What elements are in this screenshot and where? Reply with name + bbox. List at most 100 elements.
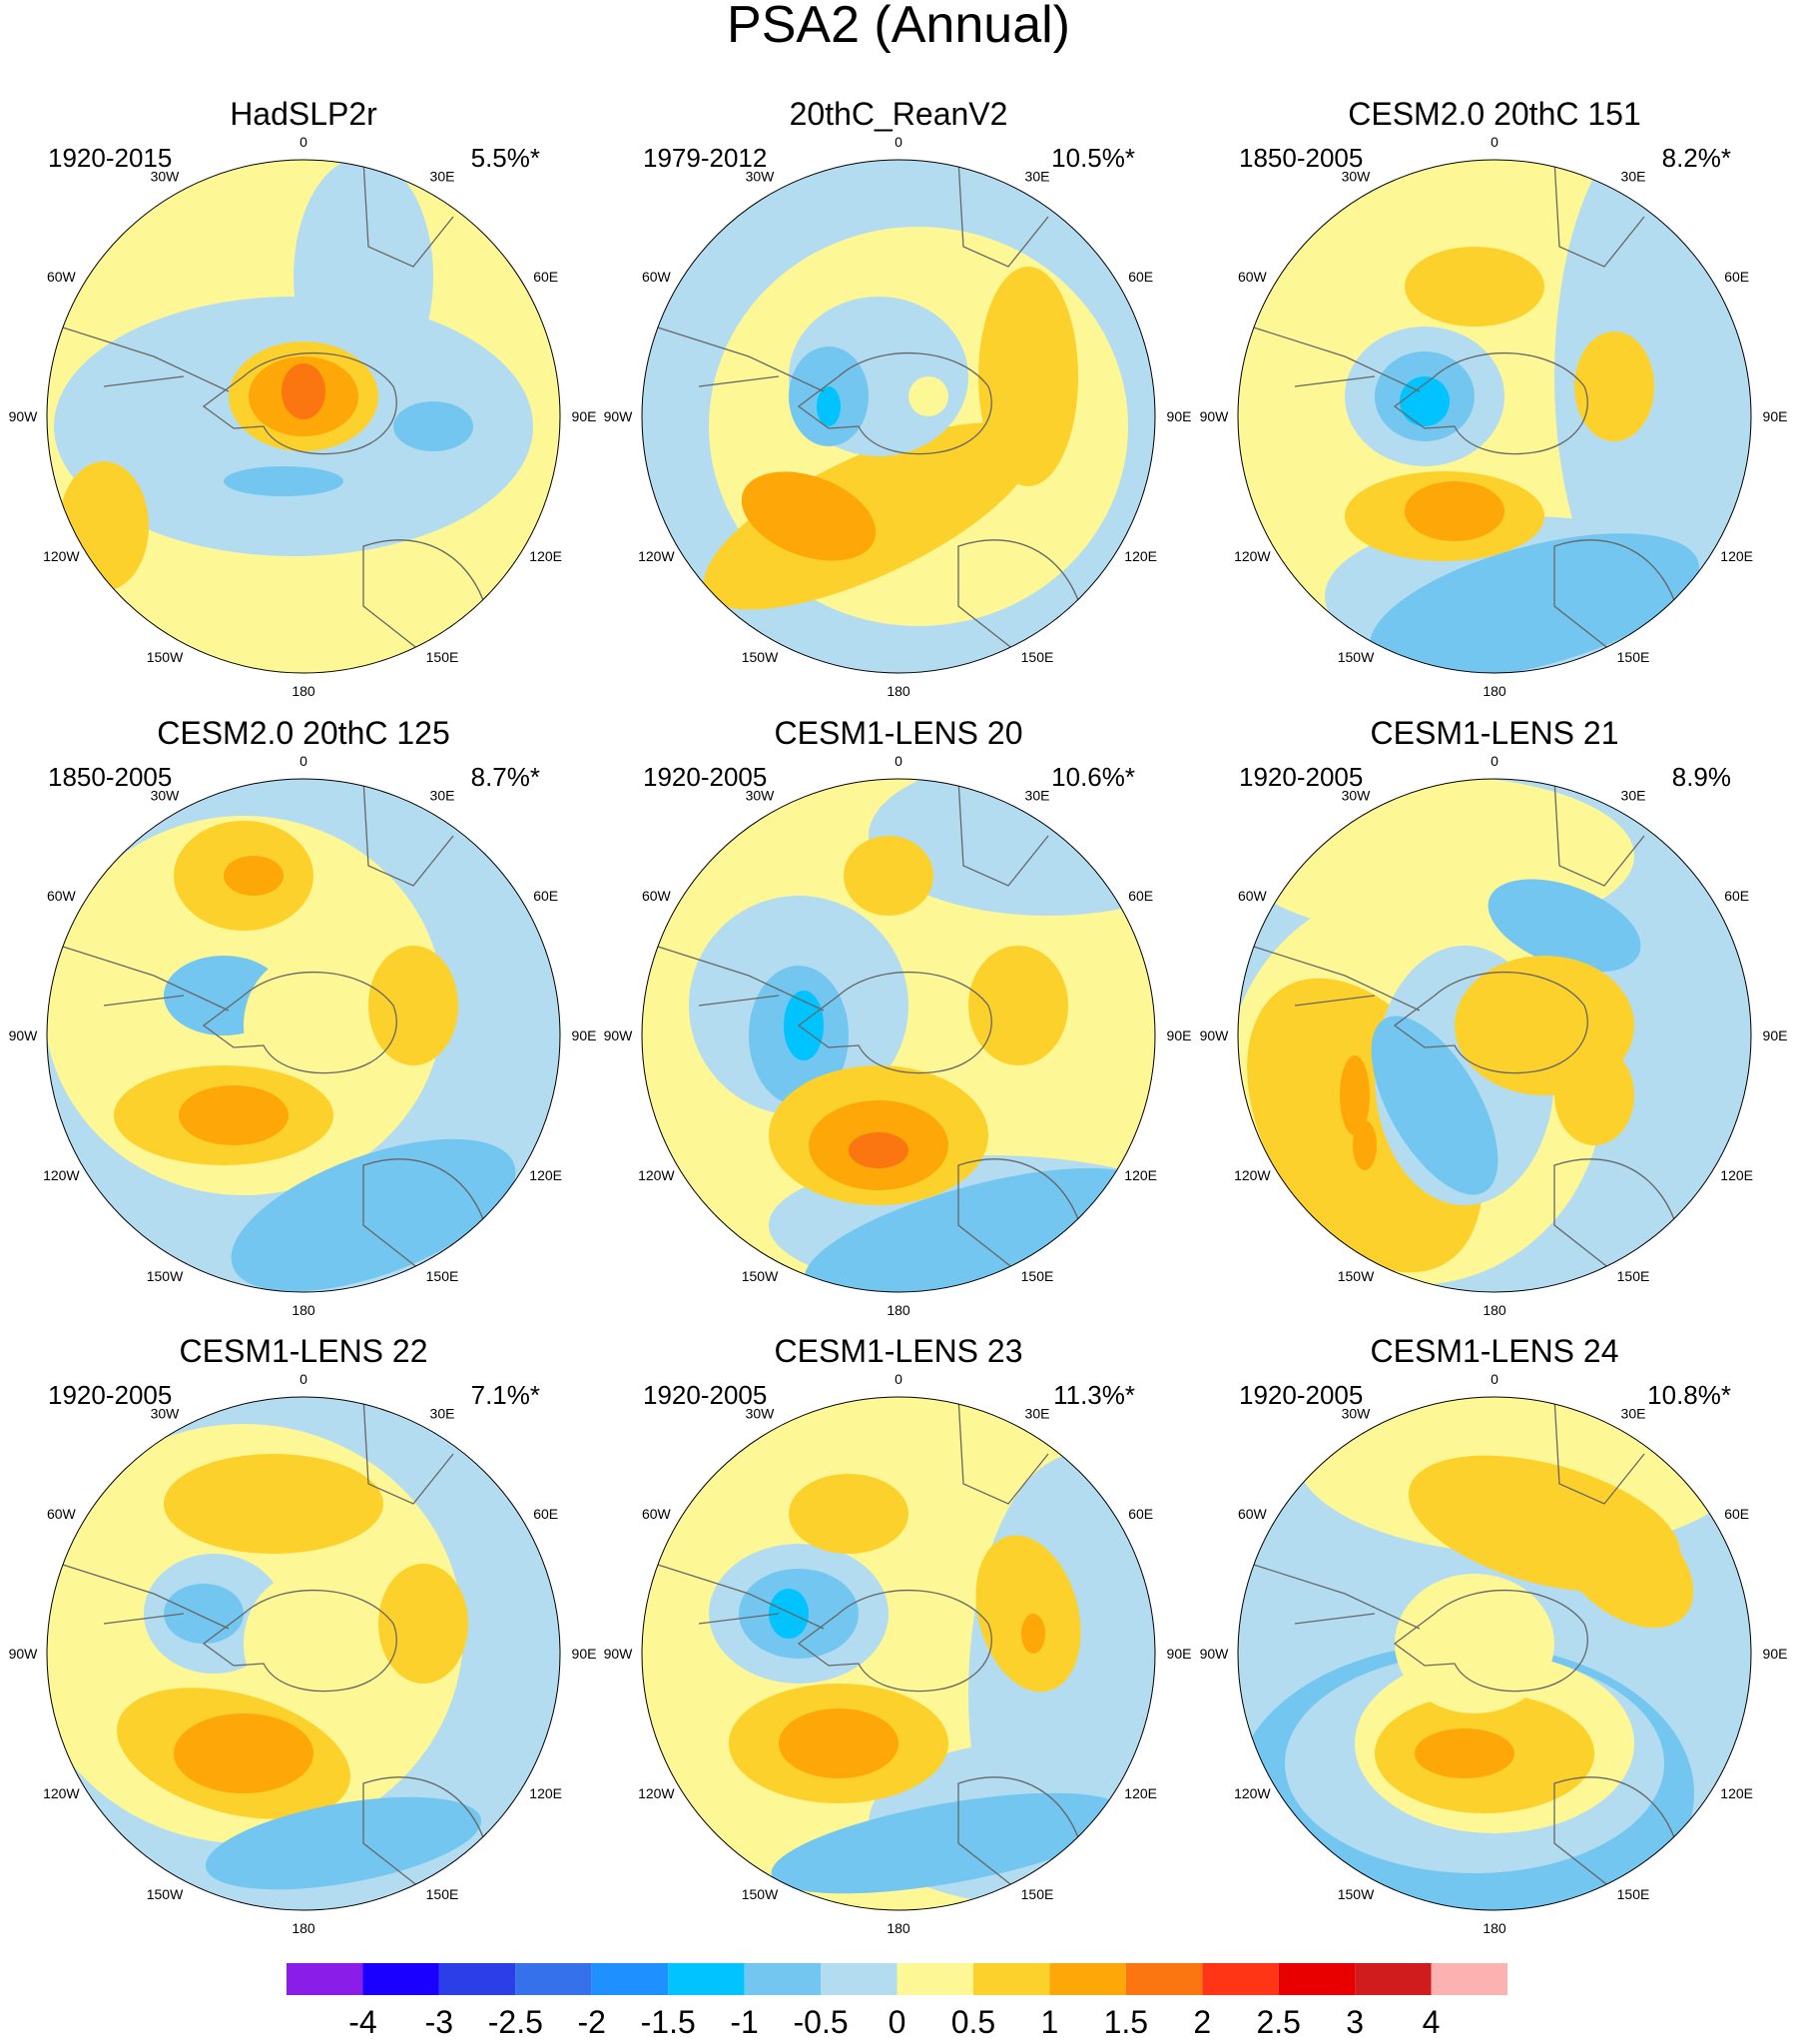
period: 1920-2015 — [48, 143, 172, 173]
longitude-label: 150W — [147, 649, 184, 665]
longitude-label: 120E — [1720, 548, 1753, 564]
longitude-label: 150W — [147, 1886, 184, 1902]
colorbar-label: 0 — [889, 2004, 906, 2040]
longitude-label: 30E — [1025, 787, 1050, 803]
map-panel: CESM1-LENS 22 1920-2005 7.1%* 0 30E 60E 90E 120… — [9, 1333, 597, 1936]
longitude-label: 0 — [895, 134, 902, 150]
variance: 10.5%* — [1051, 143, 1135, 173]
panel-title: CESM1-LENS 22 — [180, 1333, 428, 1369]
variance: 7.1%* — [471, 1380, 540, 1410]
longitude-label: 150W — [1338, 1886, 1375, 1902]
colorbar-label: 1.5 — [1104, 2004, 1148, 2040]
longitude-label: 180 — [292, 1302, 315, 1318]
colorbar-box — [1431, 1963, 1507, 1995]
variance: 8.2%* — [1662, 143, 1731, 173]
period: 1920-2005 — [643, 762, 767, 792]
longitude-label: 30W — [1342, 168, 1372, 184]
longitude-label: 150E — [426, 1886, 459, 1902]
longitude-label: 60E — [1128, 269, 1153, 285]
longitude-label: 150E — [426, 649, 459, 665]
longitude-label: 120W — [43, 548, 80, 564]
colorbar-label: 2 — [1193, 2004, 1211, 2040]
panel-title: HadSLP2r — [230, 96, 377, 132]
panel-title: CESM1-LENS 20 — [775, 715, 1023, 751]
longitude-label: 120E — [1124, 548, 1157, 564]
longitude-label: 180 — [1483, 1920, 1506, 1936]
longitude-label: 0 — [895, 1371, 902, 1387]
colorbar-label: 3 — [1346, 2004, 1364, 2040]
colorbar-box — [1202, 1963, 1279, 1995]
longitude-label: 60E — [533, 269, 558, 285]
panel-title: CESM1-LENS 21 — [1371, 715, 1619, 751]
longitude-label: 60W — [642, 888, 672, 904]
longitude-label: 150E — [1021, 649, 1054, 665]
longitude-label: 90W — [9, 408, 39, 424]
longitude-label: 90E — [1763, 408, 1788, 424]
longitude-label: 0 — [300, 753, 307, 769]
longitude-label: 120W — [43, 1167, 80, 1183]
period: 1920-2005 — [1239, 762, 1363, 792]
longitude-label: 120W — [638, 1785, 675, 1801]
longitude-label: 90E — [1763, 1027, 1788, 1043]
map-panel: 20thC_ReanV2 1979-2012 10.5%* 0 30E 60E 90E 120… — [604, 96, 1192, 699]
longitude-label: 150E — [1617, 649, 1650, 665]
longitude-label: 60W — [1238, 269, 1268, 285]
period: 1920-2005 — [643, 1380, 767, 1410]
period: 1920-2005 — [1239, 1380, 1363, 1410]
colorbar-box — [897, 1963, 973, 1995]
longitude-label: 120E — [1124, 1785, 1157, 1801]
longitude-label: 60E — [533, 1506, 558, 1522]
longitude-label: 120E — [529, 1167, 562, 1183]
longitude-label: 120W — [1234, 1785, 1271, 1801]
colorbar-box — [362, 1963, 439, 1995]
longitude-label: 120W — [1234, 1167, 1271, 1183]
panel-title: CESM2.0 20thC 125 — [157, 715, 450, 751]
longitude-label: 150E — [1617, 1268, 1650, 1284]
longitude-label: 180 — [887, 1302, 910, 1318]
longitude-label: 90E — [1763, 1646, 1788, 1662]
longitude-label: 30E — [430, 168, 455, 184]
longitude-label: 60E — [1724, 888, 1749, 904]
longitude-label: 0 — [1491, 134, 1498, 150]
longitude-label: 90W — [604, 1027, 634, 1043]
panel-title: CESM1-LENS 23 — [775, 1333, 1023, 1369]
longitude-label: 120W — [638, 548, 675, 564]
colorbar-label: -4 — [348, 2004, 376, 2040]
longitude-label: 0 — [300, 1371, 307, 1387]
variance: 10.6%* — [1051, 762, 1135, 792]
longitude-label: 30W — [746, 168, 776, 184]
colorbar-box — [591, 1963, 669, 1995]
longitude-label: 60E — [1724, 269, 1749, 285]
colorbar-box — [668, 1963, 745, 1995]
longitude-label: 60W — [47, 888, 77, 904]
variance: 8.9% — [1672, 762, 1731, 792]
longitude-label: 90W — [9, 1027, 39, 1043]
longitude-label: 30E — [1621, 787, 1646, 803]
longitude-label: 120W — [1234, 548, 1271, 564]
longitude-label: 90W — [604, 408, 634, 424]
colorbar-label: -2.5 — [488, 2004, 543, 2040]
longitude-label: 60W — [47, 269, 77, 285]
longitude-label: 60W — [1238, 1506, 1268, 1522]
longitude-label: 30W — [746, 1405, 776, 1421]
longitude-label: 60E — [533, 888, 558, 904]
longitude-label: 120W — [43, 1785, 80, 1801]
colorbar-label: 2.5 — [1256, 2004, 1300, 2040]
variance: 5.5%* — [471, 143, 540, 173]
colorbar-label: -1.5 — [641, 2004, 696, 2040]
colorbar-box — [821, 1963, 898, 1995]
longitude-label: 60W — [642, 1506, 672, 1522]
panel-title: CESM2.0 20thC 151 — [1348, 96, 1641, 132]
colorbar-box — [972, 1963, 1050, 1995]
longitude-label: 150W — [147, 1268, 184, 1284]
longitude-label: 180 — [887, 1920, 910, 1936]
longitude-label: 0 — [300, 134, 307, 150]
longitude-label: 180 — [887, 683, 910, 699]
variance: 8.7%* — [471, 762, 540, 792]
period: 1850-2005 — [1239, 143, 1363, 173]
panel-title: 20thC_ReanV2 — [790, 96, 1008, 132]
colorbar-label: 1 — [1040, 2004, 1058, 2040]
longitude-label: 90W — [1200, 1027, 1230, 1043]
longitude-label: 60W — [47, 1506, 77, 1522]
longitude-label: 30E — [430, 1405, 455, 1421]
